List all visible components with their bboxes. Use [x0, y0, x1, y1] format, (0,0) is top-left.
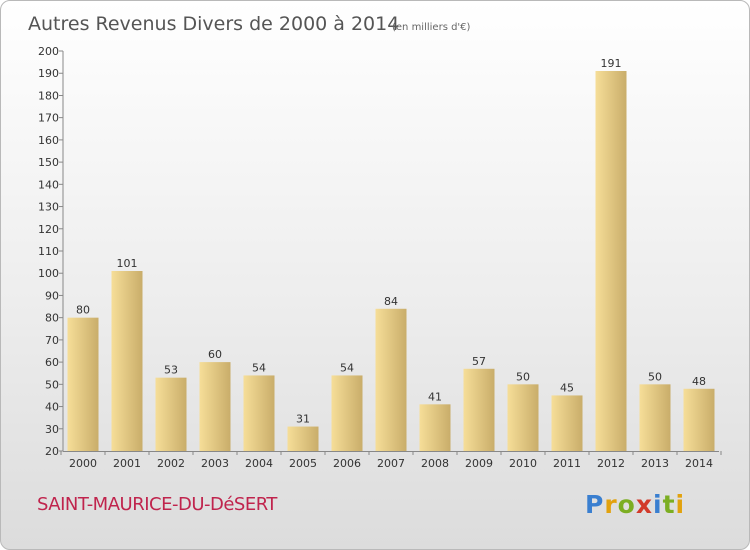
x-tick-label-2003: 2003 — [201, 457, 229, 470]
x-tick-label-2013: 2013 — [641, 457, 669, 470]
value-label-2007: 84 — [384, 295, 398, 308]
bar-2007 — [375, 308, 407, 451]
y-tick-label: 140 — [38, 178, 59, 191]
value-label-2008: 41 — [428, 390, 442, 403]
y-tick-label: 60 — [45, 356, 59, 369]
y-tick-label: 40 — [45, 401, 59, 414]
value-label-2000: 80 — [76, 304, 90, 317]
value-label-2002: 53 — [164, 364, 178, 377]
y-tick-label: 160 — [38, 134, 59, 147]
x-tick-label-2007: 2007 — [377, 457, 405, 470]
x-tick-label-2014: 2014 — [685, 457, 713, 470]
x-tick-label-2012: 2012 — [597, 457, 625, 470]
bar-2008 — [419, 404, 451, 451]
y-tick-label: 120 — [38, 223, 59, 236]
y-tick-label: 70 — [45, 334, 59, 347]
y-tick-label: 150 — [38, 156, 59, 169]
y-tick-label: 200 — [38, 45, 59, 58]
logo-letter: i — [675, 490, 686, 519]
y-tick-label: 80 — [45, 312, 59, 325]
y-tick-label: 50 — [45, 378, 59, 391]
y-tick-label: 100 — [38, 267, 59, 280]
bar-2001 — [111, 271, 143, 451]
bar-2012 — [595, 71, 627, 451]
logo-letter: x — [635, 490, 653, 519]
bar-2002 — [155, 377, 187, 451]
x-tick-label-2005: 2005 — [289, 457, 317, 470]
y-tick-label: 30 — [45, 423, 59, 436]
value-label-2014: 48 — [692, 375, 706, 388]
chart-title: Autres Revenus Divers de 2000 à 2014 — [28, 13, 399, 35]
x-tick-label-2002: 2002 — [157, 457, 185, 470]
bar-2004 — [243, 375, 275, 451]
bar-2000 — [67, 317, 99, 451]
x-tick-label-2008: 2008 — [421, 457, 449, 470]
value-label-2009: 57 — [472, 355, 486, 368]
logo-letter: t — [662, 490, 676, 519]
logo-letter: P — [585, 490, 605, 519]
x-tick-label-2009: 2009 — [465, 457, 493, 470]
x-tick-label-2010: 2010 — [509, 457, 537, 470]
bar-2010 — [507, 384, 539, 451]
x-tick-label-2006: 2006 — [333, 457, 361, 470]
x-tick-label-2001: 2001 — [113, 457, 141, 470]
bar-2014 — [683, 388, 715, 451]
logo-letter: i — [653, 490, 663, 519]
x-tick-label-2011: 2011 — [553, 457, 581, 470]
y-tick-label: 90 — [45, 289, 59, 302]
location-name: SAINT-MAURICE-DU-DéSERT — [37, 494, 277, 515]
value-label-2001: 101 — [117, 257, 138, 270]
bar-2009 — [463, 368, 495, 451]
y-tick-label: 170 — [38, 112, 59, 125]
y-tick-label: 20 — [45, 445, 59, 458]
bars: 80 101 53 60 54 31 54 84 41 57 50 45 191 50 48 — [67, 57, 715, 451]
axes: 20 30 40 50 60 70 80 90 100 110 120 130 140 150 160 170… — [38, 45, 722, 470]
y-tick-label: 130 — [38, 201, 59, 214]
value-label-2006: 54 — [340, 361, 354, 374]
y-tick-label: 190 — [38, 67, 59, 80]
value-label-2012: 191 — [601, 57, 622, 70]
logo-letter: o — [617, 490, 636, 519]
bar-2005 — [287, 426, 319, 451]
y-tick-label: 180 — [38, 89, 59, 102]
value-label-2004: 54 — [252, 361, 266, 374]
value-label-2011: 45 — [560, 381, 574, 394]
value-label-2013: 50 — [648, 370, 662, 383]
bar-2011 — [551, 395, 583, 451]
x-tick-label-2004: 2004 — [245, 457, 273, 470]
value-label-2010: 50 — [516, 370, 530, 383]
y-tick-label: 110 — [38, 245, 59, 258]
chart-unit: (en milliers d'€) — [392, 22, 471, 33]
value-label-2005: 31 — [296, 413, 310, 426]
value-label-2003: 60 — [208, 348, 222, 361]
logo-letter: r — [604, 490, 618, 519]
proxiti-logo[interactable]: Proxiti — [585, 490, 685, 519]
bar-2003 — [199, 362, 231, 451]
bar-2006 — [331, 375, 363, 451]
bar-2013 — [639, 384, 671, 451]
x-tick-label-2000: 2000 — [69, 457, 97, 470]
